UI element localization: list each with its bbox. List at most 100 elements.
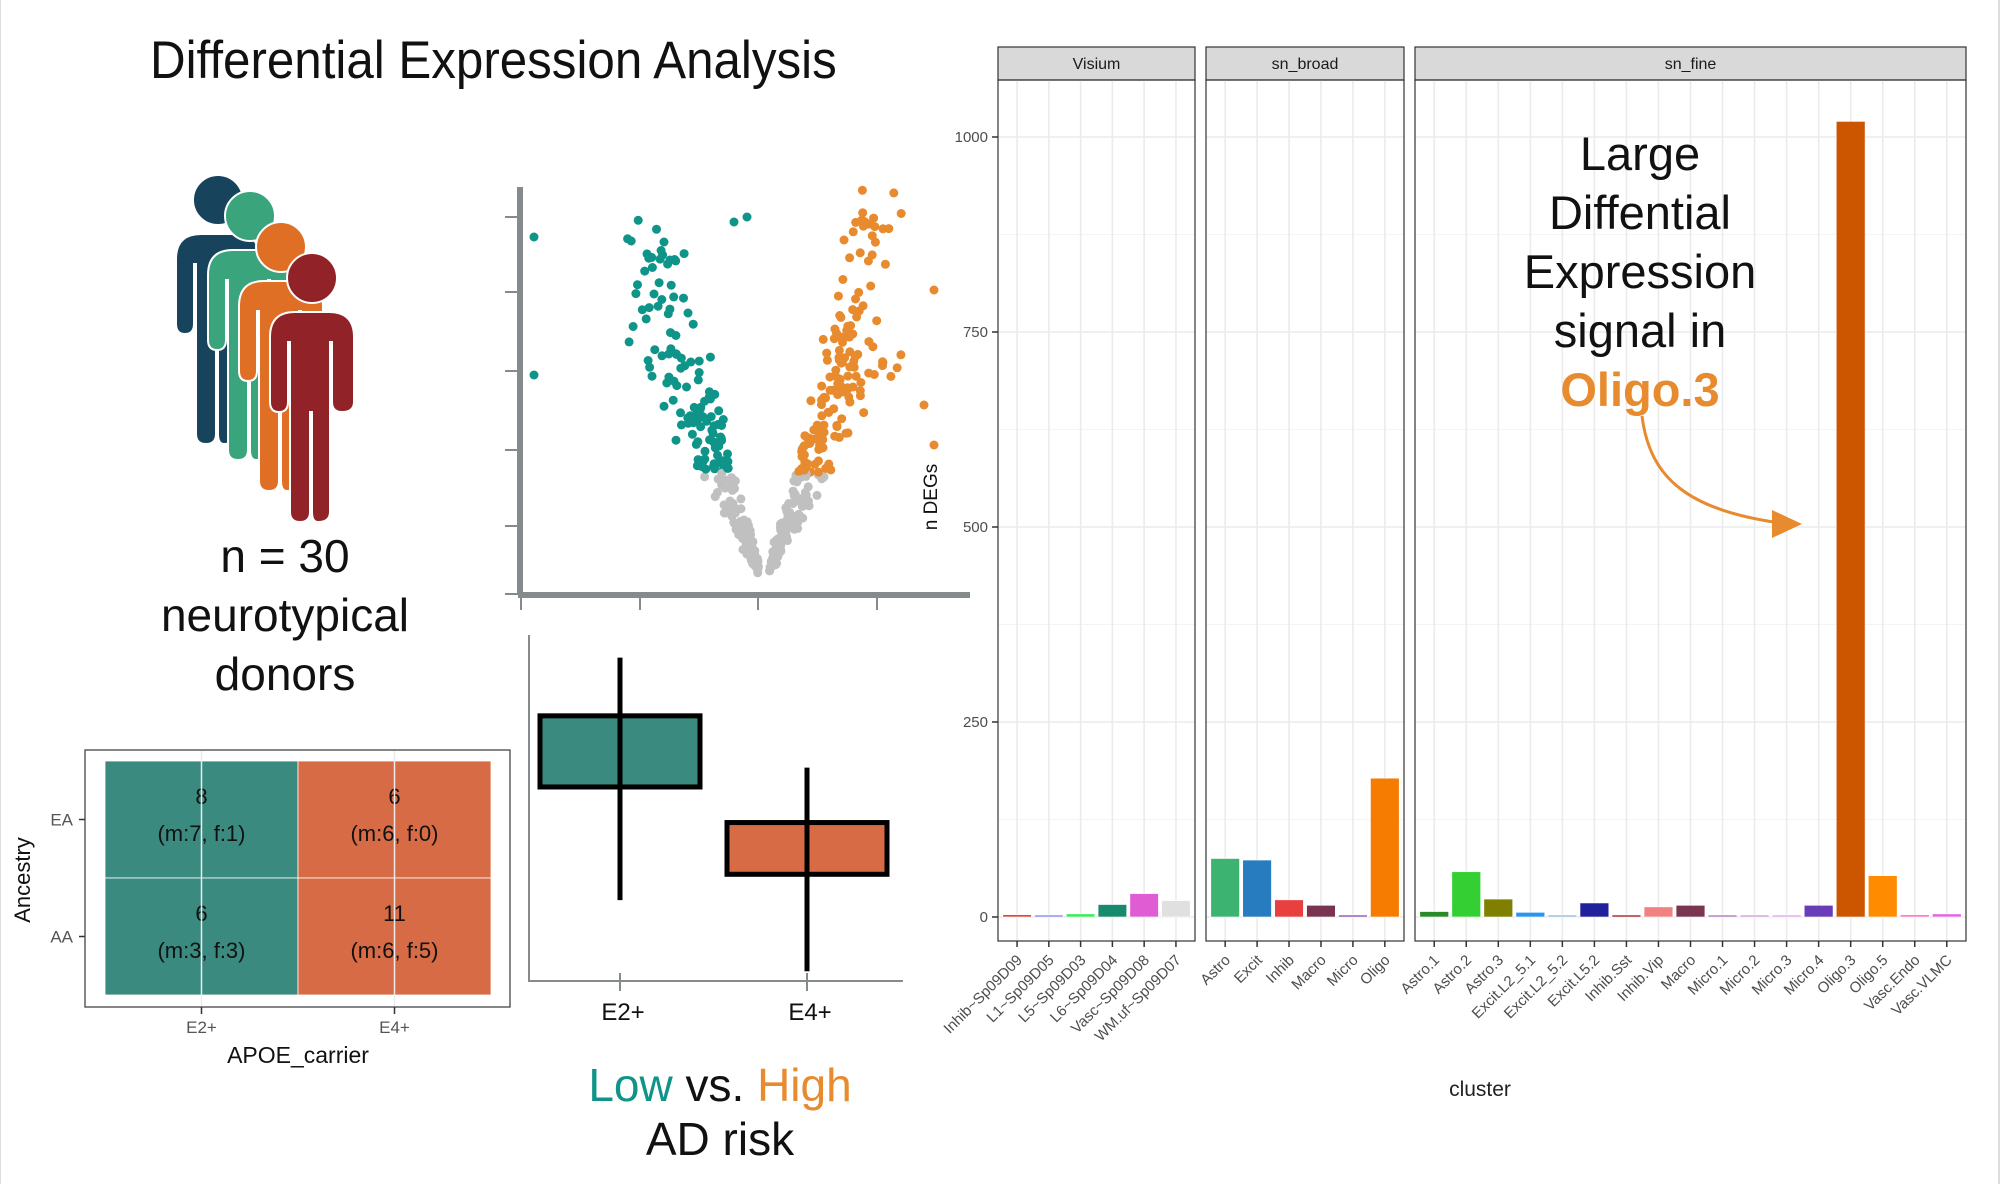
person-body [269, 311, 355, 524]
facet-panel-border [1205, 79, 1405, 942]
volcano-point-up [826, 465, 836, 475]
volcano-point-down [705, 352, 715, 362]
volcano-point-down [529, 370, 539, 380]
volcano-point-down [676, 420, 686, 430]
y-tick-label: 0 [980, 909, 988, 926]
bar [1161, 900, 1191, 918]
volcano-point-down [717, 456, 727, 466]
bar [1803, 904, 1834, 918]
volcano-point-down [652, 224, 661, 234]
annotation-line: Diffential [1548, 186, 1731, 239]
volcano-point-up [817, 400, 826, 410]
volcano-point-up [896, 350, 906, 360]
volcano-point-up [819, 420, 829, 430]
volcano-point-down [664, 349, 674, 359]
risk-high-label: High [757, 1059, 852, 1111]
volcano-point-down [709, 438, 719, 448]
volcano-point-ns [804, 501, 814, 511]
facet-strip [1205, 46, 1405, 81]
volcano-point-ns [771, 550, 781, 560]
volcano-point-up [896, 209, 906, 218]
volcano-point-down [693, 375, 703, 385]
x-tick-label: Excit [1231, 951, 1267, 987]
volcano-point-down [647, 263, 657, 272]
x-tick-label: Micro [1324, 952, 1362, 990]
volcano-point-up [819, 392, 829, 402]
volcano-point-ns [737, 516, 747, 526]
volcano-point-down [650, 345, 660, 355]
bar-x-label: cluster [1449, 1078, 1511, 1101]
volcano-point-up [834, 387, 844, 397]
boxplot-chart: E2+ E4+ [528, 635, 903, 1026]
facet-strip-label: Visium [1073, 56, 1121, 73]
volcano-point-down [633, 280, 642, 290]
volcano-point-up [848, 329, 858, 339]
volcano-point-down [666, 280, 676, 290]
volcano-point-up [878, 357, 887, 367]
annotation-highlight: Oligo.3 [1560, 363, 1720, 416]
bar [1643, 906, 1674, 918]
volcano-point-down [633, 215, 643, 225]
risk-label: Low vs. High AD risk [510, 1058, 930, 1166]
volcano-point-up [824, 408, 834, 417]
y-tick-label: 500 [963, 519, 988, 536]
volcano-point-up [817, 381, 827, 391]
volcano-point-up [843, 371, 853, 381]
volcano-point-up [834, 345, 844, 355]
volcano-point-down [663, 309, 673, 319]
volcano-point-up [832, 422, 842, 432]
volcano-point-up [822, 355, 832, 365]
volcano-point-down [687, 429, 697, 439]
volcano-point-ns [789, 497, 799, 507]
volcano-point-ns [736, 494, 746, 504]
volcano-point-ns [727, 485, 737, 495]
volcano-point-up [851, 294, 860, 304]
volcano-point-up [919, 400, 929, 410]
annotation-line: Expression [1523, 245, 1757, 298]
facet-panel-border [1414, 79, 1967, 942]
volcano-point-up [845, 347, 855, 357]
volcano-point-up [857, 185, 867, 195]
bar [1771, 914, 1802, 918]
volcano-point-up [864, 337, 874, 347]
volcano-point-down [659, 237, 669, 247]
volcano-point-down [659, 401, 669, 411]
volcano-point-down [666, 328, 675, 338]
person-icon [269, 252, 355, 524]
volcano-point-ns [738, 528, 748, 538]
y-tick-label: 750 [963, 324, 988, 341]
volcano-point-up [848, 305, 858, 315]
bar [1242, 859, 1272, 918]
facet-strip [997, 46, 1196, 81]
volcano-point-ns [778, 518, 787, 528]
volcano-point-down [688, 319, 698, 329]
bar [1900, 914, 1930, 918]
bar [1835, 121, 1866, 918]
volcano-point-down [694, 356, 704, 366]
volcano-point-up [858, 208, 868, 218]
right-border [1998, 0, 2000, 1184]
volcano-point-down [691, 439, 701, 449]
donor-summary: n = 30 neurotypical donors [140, 527, 430, 704]
volcano-point-ns [712, 488, 722, 497]
volcano-point-down [679, 293, 688, 303]
bar [1129, 893, 1159, 918]
volcano-point-up [814, 456, 823, 466]
volcano-point-up [818, 334, 828, 344]
facet-strip-label: sn_broad [1272, 56, 1339, 73]
volcano-point-up [892, 363, 902, 373]
bar [1002, 914, 1032, 918]
person-head [255, 221, 307, 273]
volcano-point-up [929, 285, 939, 295]
volcano-point-up [866, 281, 876, 291]
donor-label: donors [214, 648, 356, 700]
volcano-point-ns [788, 517, 798, 527]
volcano-point-up [845, 397, 855, 407]
volcano-point-up [855, 248, 865, 258]
x-tick-label: Macro [1288, 952, 1329, 993]
bar [1306, 904, 1336, 918]
volcano-point-up [845, 253, 855, 263]
volcano-point-down [665, 255, 675, 265]
donor-type: neurotypical [160, 589, 410, 641]
volcano-point-ns [779, 533, 789, 543]
